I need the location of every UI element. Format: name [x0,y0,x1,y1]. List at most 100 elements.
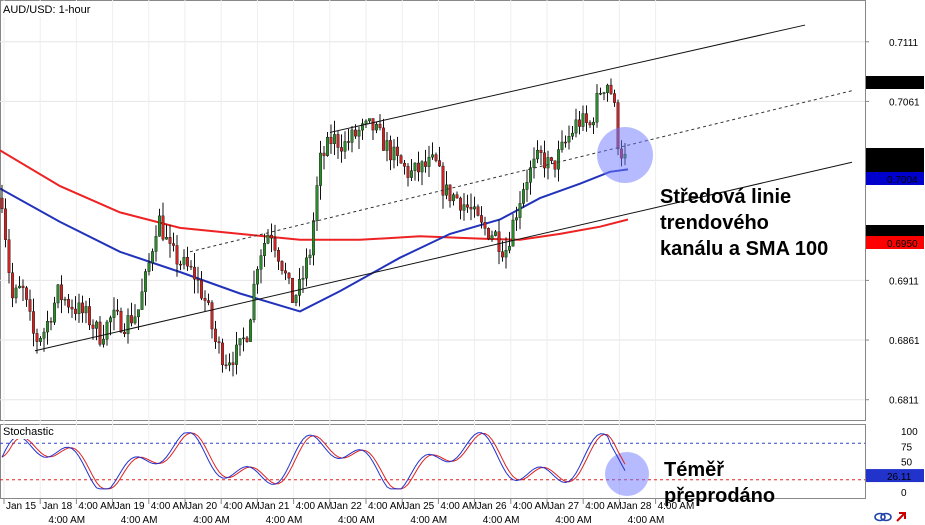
candle-body [557,149,560,170]
candle-body [130,315,133,324]
price-label-text: 0.7023 [887,151,918,162]
candle-body [21,285,25,288]
oversold-annotation-line-1: Téměř [664,459,724,481]
oversold-annotation-line-2: přeprodáno [664,485,775,507]
candle-body [473,206,476,210]
candle-body [602,92,606,94]
candle-body [32,311,35,334]
candle-body [301,277,305,280]
time-label-lower: 4:00 AM [338,515,375,525]
time-label: Jan 18 [42,501,72,512]
candle-body [350,129,354,143]
candle-body [151,251,154,264]
channel-upper-line [329,24,806,133]
stochastic-levels [0,442,865,481]
candle-body [259,255,263,270]
candle-body [245,337,249,342]
stochastic-title-bg [1,425,59,439]
time-axis: Jan 15 Jan 18 4:00 AM Jan 19 4:00 AM Jan 20 4:… [3,499,694,525]
candle-body [427,156,431,167]
candle-body [518,203,522,218]
time-label: Jan 26 [477,501,507,512]
time-label: 4:00 AM [78,501,115,512]
candle-body [28,299,32,312]
candle-body [508,245,511,251]
candle-body [70,306,74,310]
candle-body [522,189,525,204]
candle-body [504,250,508,258]
candle-body [84,306,88,314]
sma-100-line [0,168,629,313]
candle-body [553,160,557,170]
candle-body [455,194,459,199]
candle-body [361,123,364,131]
candle-body [490,235,494,240]
stochastic-value-box [866,469,924,483]
price-label-box [866,236,924,249]
candle-body [550,157,553,161]
stochastic-lines [1,432,626,490]
candle-body [193,266,196,280]
candle-body [182,257,186,265]
candle-body [343,141,347,152]
candle-body [154,236,158,252]
candle-body [112,309,116,318]
candle-body [242,337,245,340]
candle-body [476,206,480,216]
candle-body [161,215,165,240]
candle-body [613,93,616,103]
price-tick-label: 0.7061 [889,97,920,108]
candle-body [287,272,291,279]
candle-body [529,167,532,183]
candle-body [81,302,84,314]
candle-body [578,119,581,127]
candle-body [466,204,469,208]
time-label-lower: 4:00 AM [266,515,303,525]
candle-body [53,302,56,323]
candle-body [11,272,14,299]
price-label-text: 0.6950 [887,239,918,250]
candle-body [333,134,336,144]
candle-body [273,237,277,251]
candle-body [322,152,326,156]
candle-body [452,194,455,202]
candle-body [410,170,413,178]
candle-body [536,149,539,160]
candle-body [445,184,448,196]
candle-body [294,295,298,303]
candle-body [315,185,319,221]
candle-body [186,257,189,267]
candle-body [137,309,140,318]
candle-body [585,113,588,123]
candle-body [441,165,445,196]
candle-body [144,271,147,292]
arrow-icon[interactable] [896,512,906,522]
candle-body [375,123,378,131]
candle-body [291,277,294,303]
candle-body [378,123,382,129]
link-icon[interactable] [874,512,892,522]
candle-body [7,239,11,273]
candle-body [525,182,529,190]
candle-body [175,245,179,265]
candle-body [105,321,109,340]
chart-title: AUD/USD: 1-hour [3,4,91,16]
time-label-lower: 4:00 AM [628,515,665,525]
time-label: Jan 22 [332,501,362,512]
candle-body [399,155,403,164]
candle-body [249,319,252,342]
time-label-lower: 4:00 AM [121,515,158,525]
time-label: 4:00 AM [513,501,550,512]
candle-body [224,364,228,367]
time-label: 4:00 AM [440,501,477,512]
candle-body [221,342,224,366]
candle-body [200,280,203,299]
price-label-box [866,161,924,174]
candle-body [574,119,578,134]
candle-body [109,317,112,323]
candle-body [266,234,270,244]
price-tick-label: 0.6811 [889,396,919,407]
candle-body [539,149,543,153]
